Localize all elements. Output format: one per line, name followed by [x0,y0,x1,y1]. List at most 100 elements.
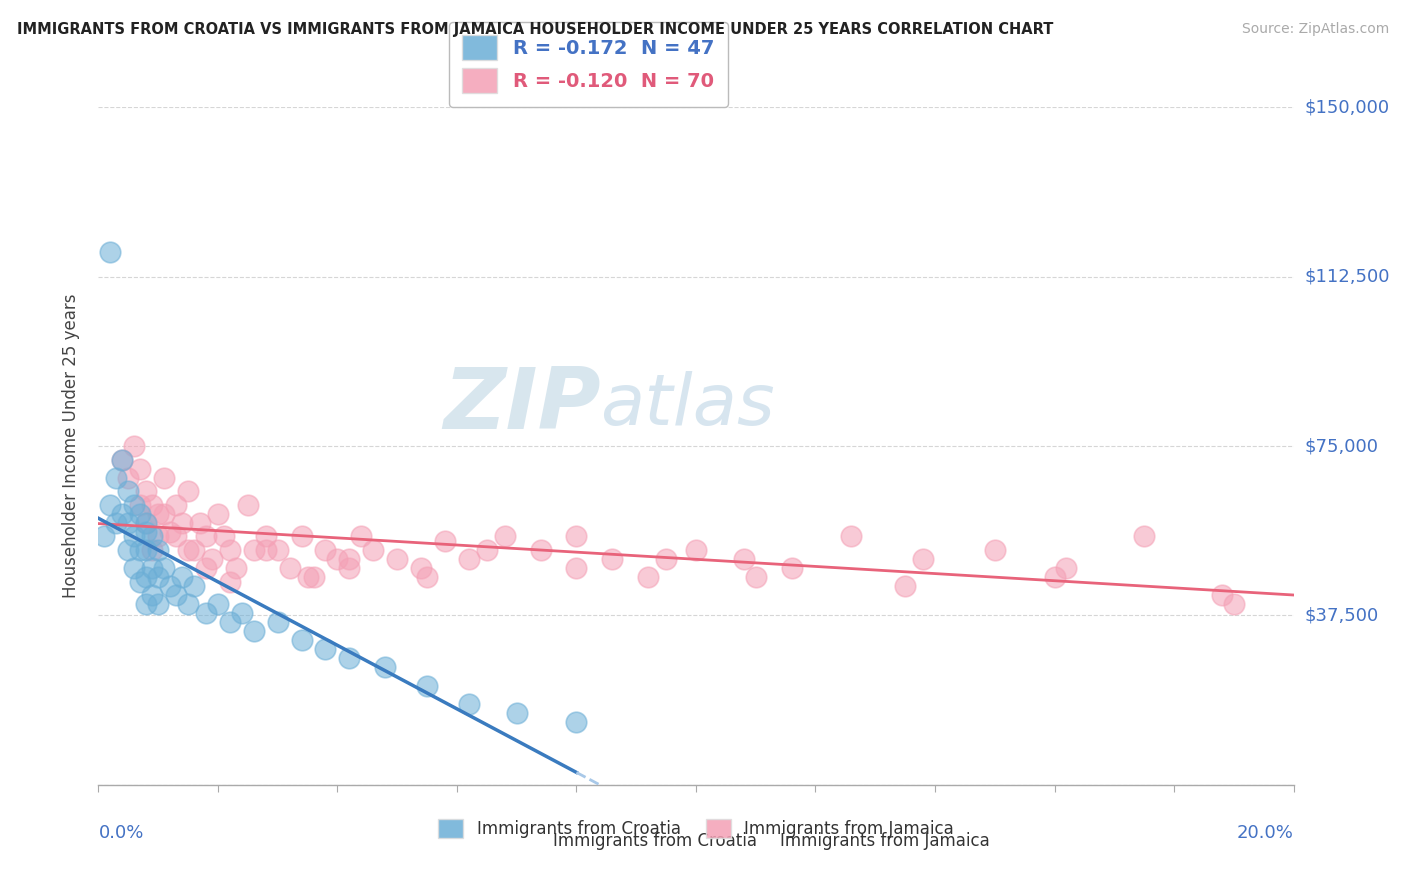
Text: $112,500: $112,500 [1305,268,1391,285]
Point [98,244,122,259]
Text: Immigrants from Croatia: Immigrants from Croatia [553,832,756,850]
Point [841,529,863,543]
Point [98,498,122,512]
Point [129,574,152,589]
Text: IMMIGRANTS FROM CROATIA VS IMMIGRANTS FROM JAMAICA HOUSEHOLDER INCOME UNDER 25 Y: IMMIGRANTS FROM CROATIA VS IMMIGRANTS FR… [17,22,1053,37]
Point [124,561,146,575]
Point [231,606,253,620]
Point [416,570,439,584]
Point [153,470,176,484]
Point [243,624,266,639]
Point [339,651,361,665]
Point [172,570,194,584]
Point [129,498,152,512]
Point [153,561,176,575]
Point [105,470,128,484]
Point [117,470,139,484]
Point [195,529,218,543]
Point [434,533,457,548]
Point [637,570,659,584]
Point [135,516,157,530]
Y-axis label: Householder Income Under 25 years: Householder Income Under 25 years [62,293,80,599]
Point [530,543,553,558]
Point [153,507,176,521]
Point [188,516,211,530]
Point [135,597,157,611]
Point [148,529,170,543]
Text: Source: ZipAtlas.com: Source: ZipAtlas.com [1241,22,1389,37]
Point [243,543,266,558]
Point [105,516,128,530]
Point [565,714,588,729]
Text: ZIP: ZIP [443,364,600,447]
Text: 20.0%: 20.0% [1237,824,1294,842]
Point [1223,597,1246,611]
Point [385,552,409,566]
Point [458,552,481,566]
Point [177,484,200,499]
Point [129,461,152,475]
Point [278,561,301,575]
Point [254,529,277,543]
Point [416,679,439,693]
Point [267,615,290,630]
Point [350,529,373,543]
Point [565,561,588,575]
Point [494,529,516,543]
Point [135,543,157,558]
Point [1043,570,1066,584]
Point [117,543,139,558]
Point [207,507,229,521]
Point [254,543,277,558]
Point [475,543,498,558]
Point [148,543,170,558]
Point [315,642,337,657]
Point [141,543,163,558]
Point [141,529,163,543]
Point [315,543,337,558]
Point [291,529,314,543]
Text: Immigrants from Jamaica: Immigrants from Jamaica [779,832,990,850]
Point [411,561,433,575]
Point [326,552,349,566]
Text: 0.0%: 0.0% [98,824,143,842]
Point [984,543,1007,558]
Point [219,543,242,558]
Point [195,606,218,620]
Point [302,570,325,584]
Legend: Immigrants from Croatia, Immigrants from Jamaica: Immigrants from Croatia, Immigrants from… [432,812,960,845]
Point [207,597,229,611]
Point [135,524,157,539]
Text: atlas: atlas [600,371,775,440]
Point [177,597,200,611]
Point [225,561,247,575]
Point [172,516,194,530]
Point [780,561,803,575]
Point [195,561,218,575]
Point [135,516,157,530]
Point [129,507,152,521]
Point [159,524,181,539]
Point [291,633,314,648]
Point [117,516,139,530]
Point [135,570,157,584]
Point [124,529,146,543]
Point [141,498,163,512]
Point [602,552,624,566]
Point [177,543,200,558]
Point [458,697,481,711]
Point [267,543,290,558]
Point [374,660,396,674]
Point [339,552,361,566]
Point [1133,529,1156,543]
Point [135,484,157,499]
Point [124,498,146,512]
Point [165,588,187,602]
Point [339,561,361,575]
Point [1211,588,1233,602]
Point [165,498,187,512]
Point [159,579,181,593]
Point [165,529,187,543]
Point [506,706,529,720]
Point [183,543,205,558]
